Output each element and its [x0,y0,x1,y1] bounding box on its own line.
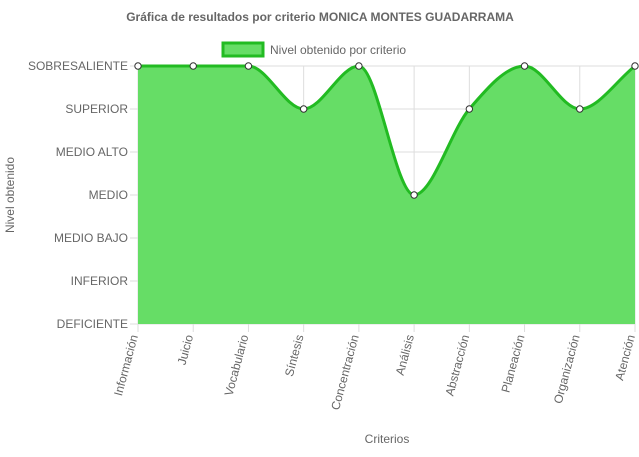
legend-swatch [221,41,265,58]
x-tick-label: Juicio [175,333,197,367]
data-point-7[interactable] [520,62,529,70]
series-area [138,66,635,324]
y-axis-ticks: DEFICIENTE INFERIOR MEDIO BAJO MEDIO MEDIO A… [28,59,128,331]
y-tick-label: MEDIO BAJO [54,231,128,245]
data-point-2[interactable] [244,62,253,70]
x-tick-label: Atención [612,333,638,382]
x-axis-ticks: Información Juicio Vocabulario Síntesis Conc… [111,333,638,412]
y-tick-label: SUPERIOR [65,102,128,116]
chart-title: Gráfica de resultados por criterio MONIC… [126,10,514,24]
data-point-8[interactable] [576,105,584,113]
x-tick-label: Abstracción [442,333,472,397]
legend[interactable]: Nivel obtenido por criterio [221,41,406,58]
plot-area [134,62,639,324]
y-tick-label: MEDIO ALTO [56,145,128,159]
x-tick-label: Planeación [499,333,528,394]
x-tick-label: Información [111,333,141,397]
legend-label: Nivel obtenido por criterio [270,43,406,57]
y-tick-label: SOBRESALIENTE [28,59,128,73]
x-tick-label: Organización [551,333,583,405]
x-tick-label: Síntesis [282,333,307,378]
x-tick-label: Concentración [328,333,362,411]
data-point-3[interactable] [299,105,308,113]
x-tick-label: Vocabulario [222,333,252,398]
data-point-4[interactable] [355,62,363,70]
y-tick-label: INFERIOR [71,274,129,288]
y-tick-label: MEDIO [89,188,128,202]
data-point-1[interactable] [189,62,197,70]
x-tick-label: Análisis [393,333,417,377]
data-point-5[interactable] [410,191,418,199]
data-point-0[interactable] [134,62,142,70]
data-point-6[interactable] [465,105,474,113]
x-axis-title: Criterios [365,432,410,446]
data-point-9[interactable] [631,62,639,70]
y-tick-label: DEFICIENTE [57,317,128,331]
series-line [138,64,636,197]
y-axis-title: Nivel obtenido [3,157,17,233]
